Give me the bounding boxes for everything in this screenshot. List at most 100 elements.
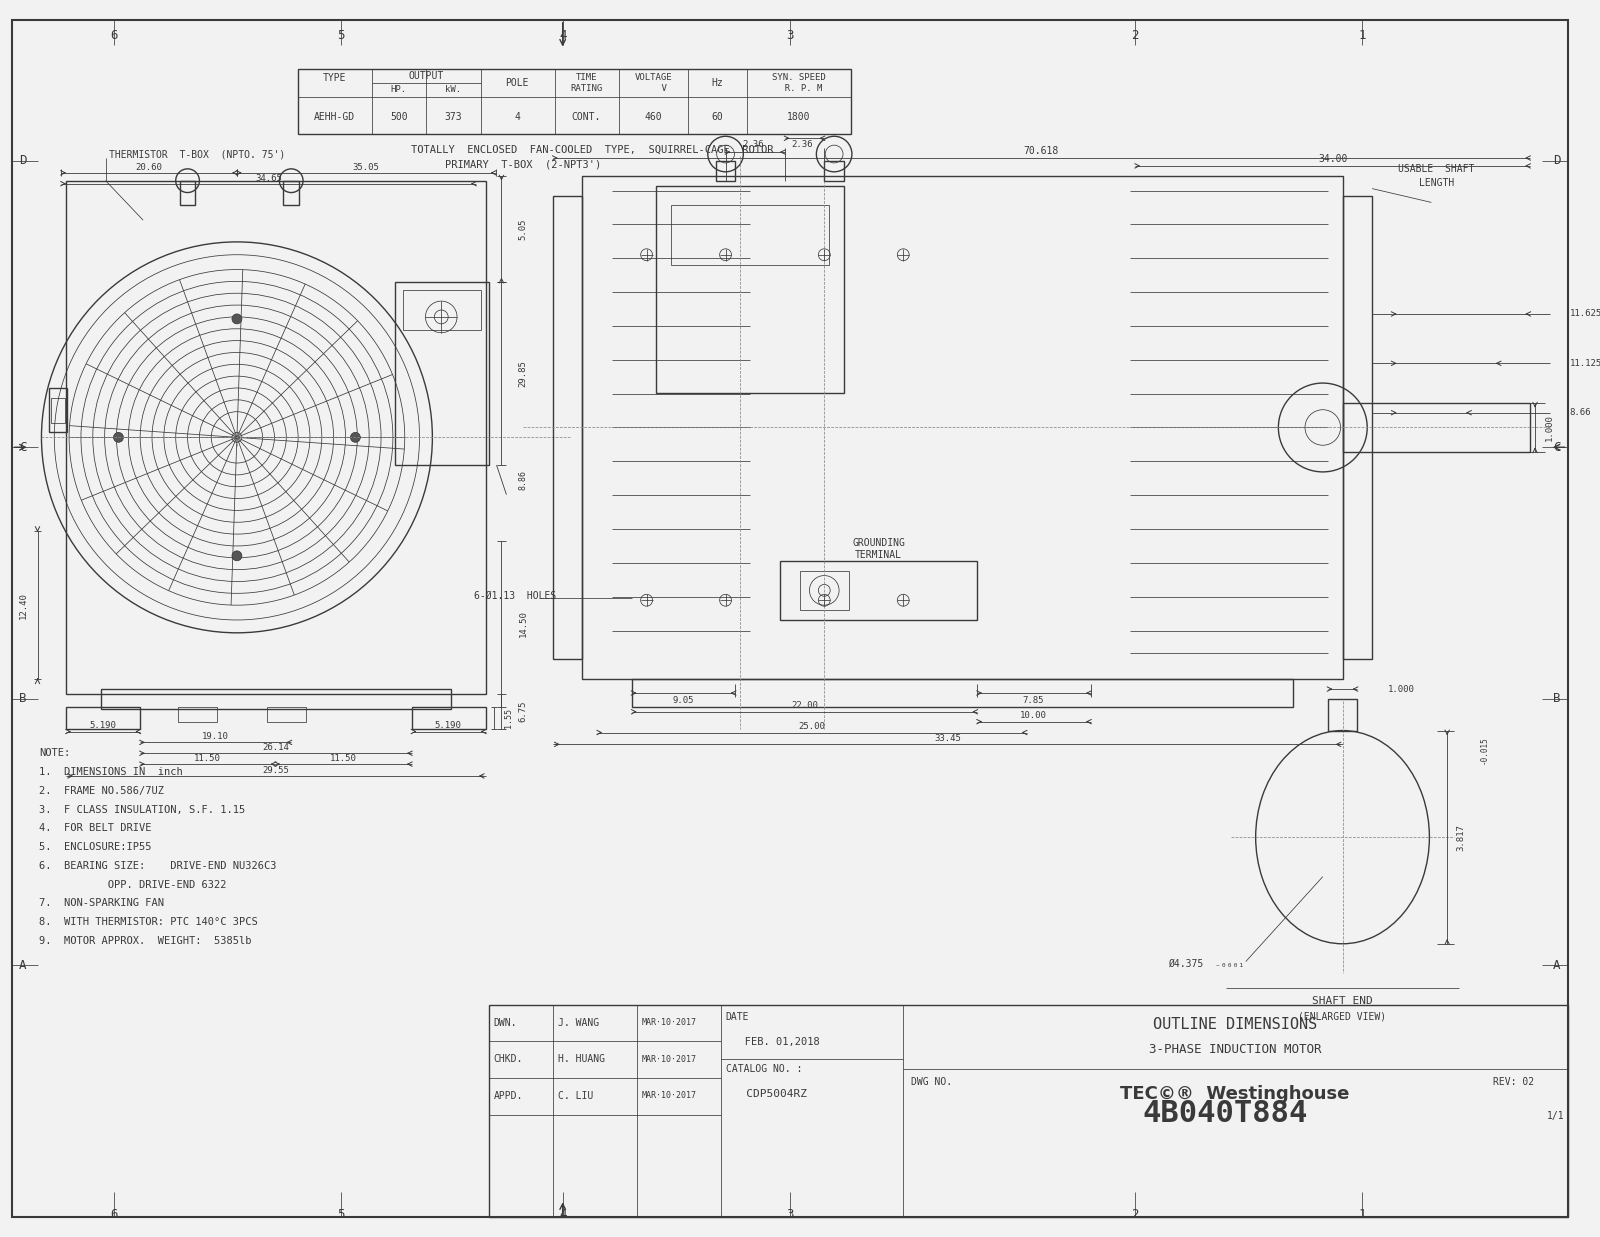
Text: kW.: kW. [445, 85, 461, 94]
Text: C: C [1554, 440, 1560, 454]
Bar [779, 560, 978, 620]
Text: 8.66: 8.66 [1570, 408, 1590, 417]
Text: 20.60: 20.60 [136, 163, 163, 172]
Text: 3: 3 [786, 30, 794, 42]
Text: 8.  WITH THERMISTOR: PTC 140°C 3PCS: 8. WITH THERMISTOR: PTC 140°C 3PCS [40, 917, 258, 927]
Bar [411, 706, 486, 729]
Text: 34.00: 34.00 [1318, 153, 1347, 165]
Bar [554, 195, 582, 659]
Text: Ø4.375  ₋₀₀₀₁: Ø4.375 ₋₀₀₀₁ [1168, 959, 1245, 969]
Bar [298, 69, 851, 135]
Text: 1: 1 [1358, 1207, 1366, 1221]
Text: DWN.: DWN. [493, 1018, 517, 1028]
Text: SHAFT END: SHAFT END [1312, 996, 1373, 1006]
Text: REV: 02: REV: 02 [1493, 1077, 1534, 1087]
Text: THERMISTOR  T-BOX  (NPTO. 75'): THERMISTOR T-BOX (NPTO. 75') [109, 148, 285, 160]
Text: D: D [19, 155, 27, 167]
Text: 2: 2 [1131, 30, 1139, 42]
Text: 1.000: 1.000 [1389, 684, 1414, 694]
Bar [800, 570, 850, 610]
Text: 9.  MOTOR APPROX.  WEIGHT:  5385lb: 9. MOTOR APPROX. WEIGHT: 5385lb [40, 936, 251, 946]
Text: 4B040T884: 4B040T884 [1142, 1098, 1307, 1128]
Text: Hz: Hz [712, 78, 723, 88]
Text: J. WANG: J. WANG [558, 1018, 598, 1028]
Text: 70.618: 70.618 [1024, 146, 1059, 156]
Text: 373: 373 [445, 111, 462, 121]
Text: 8.86: 8.86 [518, 470, 528, 490]
Text: D: D [1554, 155, 1560, 167]
Text: 10.00: 10.00 [1021, 711, 1046, 720]
Text: (ENLARGED VIEW): (ENLARGED VIEW) [1299, 1012, 1387, 1022]
Text: CHKD.: CHKD. [493, 1054, 523, 1064]
Text: 11.50: 11.50 [330, 753, 357, 763]
Text: USABLE  SHAFT: USABLE SHAFT [1398, 163, 1475, 174]
Bar [101, 689, 451, 709]
Text: OUTLINE DIMENSIONS: OUTLINE DIMENSIONS [1154, 1017, 1317, 1032]
Text: 11.50: 11.50 [194, 753, 221, 763]
Text: 1: 1 [1358, 30, 1366, 42]
Bar [488, 1004, 1568, 1217]
Text: 4: 4 [514, 111, 520, 121]
Text: 14.50: 14.50 [518, 611, 528, 637]
Circle shape [232, 550, 242, 560]
Text: 3.  F CLASS INSULATION, S.F. 1.15: 3. F CLASS INSULATION, S.F. 1.15 [40, 804, 246, 815]
Text: -0.015: -0.015 [1478, 736, 1488, 764]
Text: H. HUANG: H. HUANG [558, 1054, 605, 1064]
Text: 7.85: 7.85 [1022, 696, 1045, 705]
Text: 7.  NON-SPARKING FAN: 7. NON-SPARKING FAN [40, 898, 165, 908]
Bar [1342, 403, 1530, 453]
Text: 1.  DIMENSIONS IN  inch: 1. DIMENSIONS IN inch [40, 767, 184, 777]
Bar [824, 161, 845, 181]
Text: DWG NO.: DWG NO. [910, 1077, 952, 1087]
Bar [395, 282, 488, 465]
Text: 500: 500 [390, 111, 408, 121]
Text: A: A [19, 959, 27, 972]
Text: 3-PHASE INDUCTION MOTOR: 3-PHASE INDUCTION MOTOR [1149, 1043, 1322, 1056]
Text: PRIMARY  T-BOX  (2-NPT3'): PRIMARY T-BOX (2-NPT3') [445, 160, 602, 169]
Text: 5.190: 5.190 [435, 721, 462, 730]
Text: 2.  FRAME NO.586/7UZ: 2. FRAME NO.586/7UZ [40, 785, 165, 795]
Circle shape [114, 433, 123, 443]
Text: FEB. 01,2018: FEB. 01,2018 [725, 1038, 819, 1048]
Bar [178, 706, 218, 721]
Text: 29.85: 29.85 [518, 360, 528, 387]
Text: 33.45: 33.45 [934, 734, 962, 743]
Bar [582, 176, 1342, 679]
Text: MAR·10·2017: MAR·10·2017 [642, 1091, 696, 1100]
Text: 5.190: 5.190 [90, 721, 117, 730]
Bar [1342, 195, 1373, 659]
Text: C: C [19, 440, 27, 454]
Text: 6: 6 [110, 30, 117, 42]
Text: HP.: HP. [390, 85, 406, 94]
Bar [179, 181, 195, 205]
Text: POLE: POLE [506, 78, 530, 88]
Text: 460: 460 [645, 111, 662, 121]
Text: 2: 2 [1131, 1207, 1139, 1221]
Text: 4: 4 [558, 1207, 566, 1221]
Text: TEC©®  Westinghouse: TEC©® Westinghouse [1120, 1085, 1350, 1103]
Text: 25.00: 25.00 [798, 722, 826, 731]
Text: 4.  FOR BELT DRIVE: 4. FOR BELT DRIVE [40, 824, 152, 834]
Text: 3.817: 3.817 [1456, 824, 1466, 851]
Text: 5: 5 [338, 1207, 344, 1221]
Text: TIME
RATING: TIME RATING [570, 73, 603, 93]
Text: MAR·10·2017: MAR·10·2017 [642, 1018, 696, 1027]
Text: 11.125: 11.125 [1570, 359, 1600, 367]
Text: 1.55: 1.55 [504, 708, 514, 727]
Text: 1.000: 1.000 [1546, 414, 1554, 440]
Bar [50, 388, 67, 433]
Text: 5: 5 [338, 30, 344, 42]
Text: 6.75: 6.75 [518, 700, 528, 721]
Text: 3: 3 [786, 1207, 794, 1221]
Text: B: B [19, 693, 27, 705]
Text: SYN. SPEED
  R. P. M: SYN. SPEED R. P. M [771, 73, 826, 93]
Text: APPD.: APPD. [493, 1091, 523, 1101]
Text: 60: 60 [712, 111, 723, 121]
Text: OUTPUT: OUTPUT [410, 71, 445, 82]
Text: 6: 6 [110, 1207, 117, 1221]
Text: 4: 4 [558, 30, 566, 42]
Text: C. LIU: C. LIU [558, 1091, 594, 1101]
Text: AEHH-GD: AEHH-GD [314, 111, 355, 121]
Bar [66, 181, 486, 694]
Text: 22.00: 22.00 [790, 701, 818, 710]
